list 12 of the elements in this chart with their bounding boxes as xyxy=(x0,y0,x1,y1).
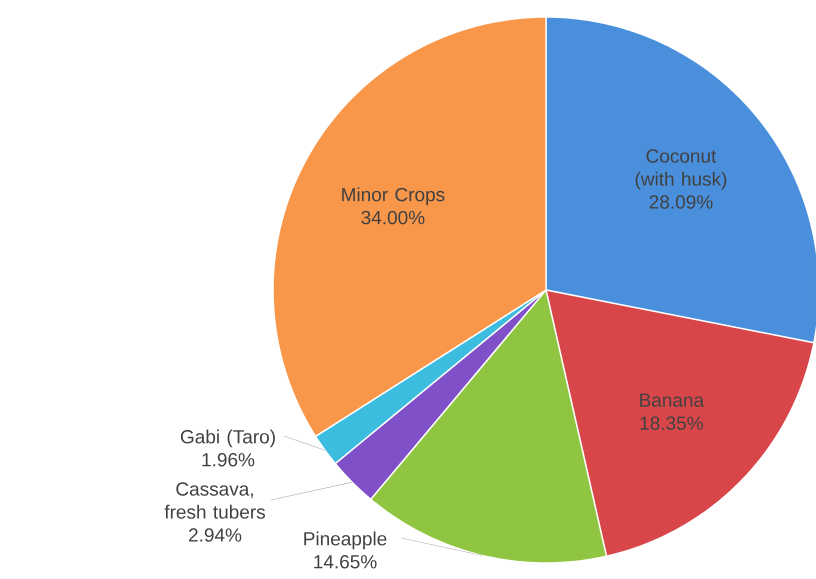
data-label: 34.00% xyxy=(361,210,424,224)
slice-label: Coconut (with husk) xyxy=(636,149,726,190)
data-label: 18.35% xyxy=(640,416,703,430)
slice-label: Gabi (Taro) xyxy=(180,430,275,448)
slice-label: Cassava, fresh tubers xyxy=(164,482,265,519)
data-label: 2.94% xyxy=(189,528,242,542)
data-label: 1.96% xyxy=(202,453,254,466)
data-label: 14.65% xyxy=(314,555,377,568)
slice-label: Banana xyxy=(640,394,704,407)
slice-label: Minor Crops xyxy=(342,187,444,206)
slice-label: Pineapple xyxy=(304,532,386,550)
data-label: 28.09% xyxy=(650,195,712,209)
